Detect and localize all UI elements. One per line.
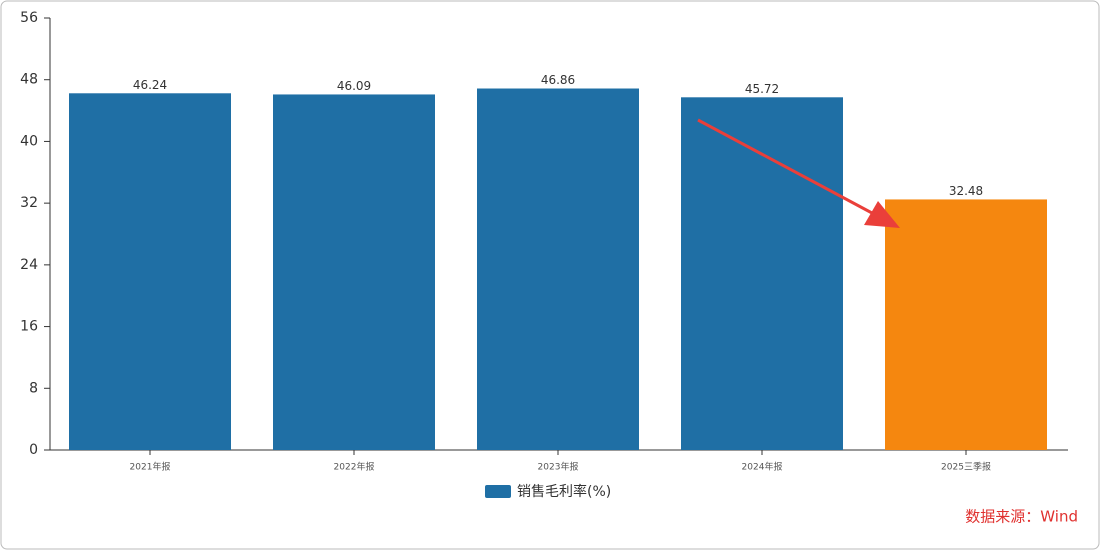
value-label: 46.09 [337,79,371,93]
x-tick-label: 2024年报 [742,461,783,473]
value-label: 32.48 [949,184,983,198]
value-label: 46.24 [133,78,167,92]
x-tick-label: 2021年报 [130,461,171,473]
y-tick-label: 48 [20,72,38,88]
legend-label: 销售毛利率(%) [517,483,611,500]
arrow-head [864,201,900,228]
arrow-line [697,118,873,215]
value-label: 46.86 [541,73,575,87]
source-note: 数据来源：Wind [965,508,1078,526]
legend-swatch [485,485,511,498]
y-tick-label: 32 [20,195,38,211]
bar [69,93,231,450]
value-label: 45.72 [745,82,779,96]
y-tick-label: 40 [20,133,38,149]
y-tick-label: 24 [20,257,38,273]
y-tick-label: 56 [20,10,38,26]
x-tick-label: 2023年报 [538,461,579,473]
x-tick-label: 2022年报 [334,461,375,473]
annotation-arrow [697,118,900,228]
bar [681,97,843,450]
y-tick-label: 0 [29,442,38,458]
bar [273,94,435,450]
bar [477,88,639,450]
x-tick-label: 2025三季报 [941,461,991,473]
y-tick-label: 8 [29,380,38,396]
bar [885,199,1047,450]
y-tick-label: 16 [20,319,38,335]
